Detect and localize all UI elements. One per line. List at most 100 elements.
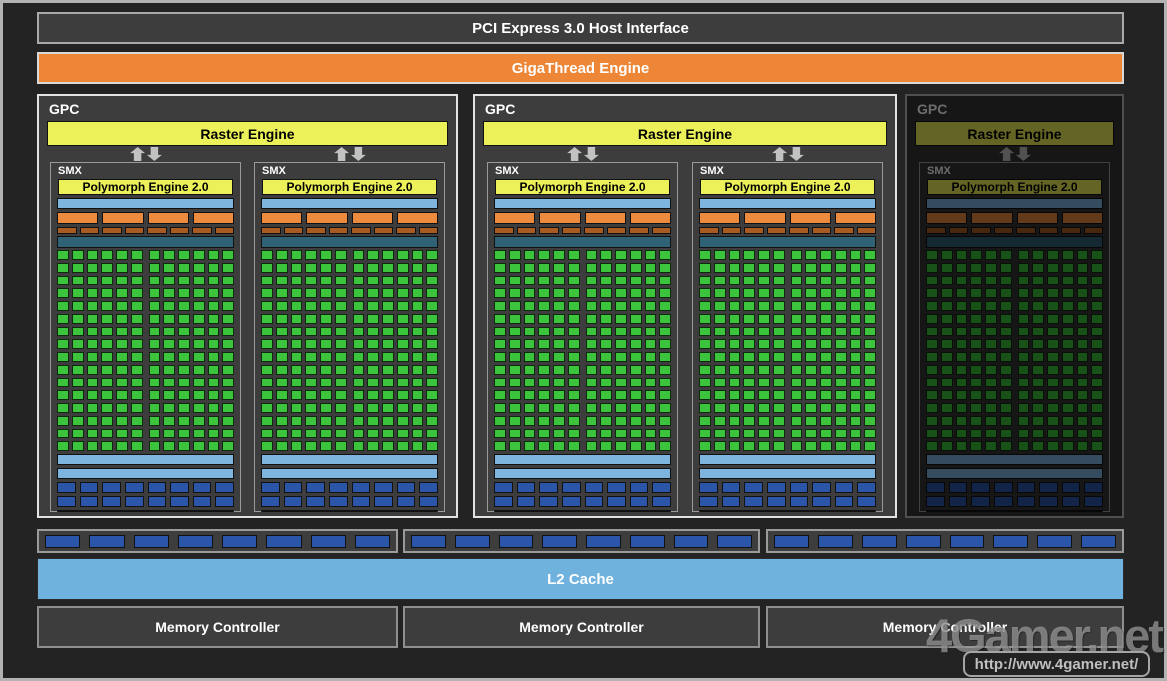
cuda-core: [926, 441, 938, 451]
cuda-core: [805, 377, 817, 388]
cuda-core: [178, 415, 190, 426]
cuda-core: [207, 390, 220, 400]
cuda-core: [728, 339, 741, 349]
cuda-core: [713, 313, 726, 324]
cuda-core: [290, 441, 303, 451]
cuda-core: [192, 262, 205, 273]
gpc-content: GPC Raster Engine SMX Polymorph Engine 2.0 S…: [39, 96, 456, 516]
load-store-segment: [1084, 482, 1103, 493]
cuda-core: [659, 301, 671, 311]
memory-interface-segment: [586, 534, 621, 548]
cuda-core: [178, 250, 190, 260]
cuda-core: [334, 339, 347, 349]
smx-label: SMX: [927, 165, 951, 177]
cuda-core: [849, 250, 862, 260]
cuda-core: [508, 428, 521, 439]
cuda-core: [320, 313, 332, 324]
load-store-segment: [812, 496, 831, 507]
load-store-segment: [926, 496, 945, 507]
cuda-core: [999, 313, 1012, 324]
warp-scheduler-segment: [744, 212, 786, 224]
cuda-core: [261, 415, 273, 426]
cuda-core: [207, 428, 220, 439]
cuda-core: [1061, 275, 1074, 286]
cuda-core: [320, 262, 332, 273]
cuda-core: [148, 390, 161, 400]
cuda-core: [970, 403, 982, 413]
cuda-core: [849, 301, 862, 311]
cuda-core: [411, 390, 424, 400]
cuda-core: [600, 339, 612, 349]
cuda-core: [508, 364, 521, 375]
cuda-core: [1091, 262, 1103, 273]
cuda-core: [538, 339, 550, 349]
cuda-core: [864, 364, 876, 375]
cuda-core: [305, 403, 317, 413]
cuda-core: [955, 288, 968, 298]
cuda-core: [305, 250, 317, 260]
cuda-core: [1091, 364, 1103, 375]
cuda-core: [396, 275, 409, 286]
cuda-core: [222, 313, 234, 324]
dispatch-unit-segment: [539, 227, 559, 234]
cuda-core: [834, 403, 847, 413]
cuda-core: [820, 441, 832, 451]
cuda-core: [305, 364, 317, 375]
cuda-core: [743, 415, 755, 426]
cuda-core: [743, 339, 755, 349]
cuda-core: [494, 364, 506, 375]
gpc-content: GPC Raster Engine SMX Polymorph Engine 2.0: [907, 96, 1122, 516]
cuda-core: [849, 403, 862, 413]
cuda-core: [728, 415, 741, 426]
cuda-core: [207, 326, 220, 337]
cuda-core: [629, 441, 642, 451]
cuda-core: [192, 275, 205, 286]
gigathread-engine-bar: GigaThread Engine: [37, 52, 1124, 84]
cuda-core: [940, 364, 953, 375]
cuda-core: [790, 326, 803, 337]
cuda-core: [382, 326, 394, 337]
cuda-core-grid: [261, 250, 438, 451]
load-store-segment: [494, 482, 513, 493]
smx-label: SMX: [58, 165, 82, 177]
load-store-segment: [1039, 496, 1058, 507]
cuda-core: [1061, 301, 1074, 311]
cuda-core: [320, 377, 332, 388]
cuda-core: [334, 352, 347, 362]
cuda-core: [1047, 326, 1059, 337]
cuda-core: [192, 428, 205, 439]
cuda-core: [940, 415, 953, 426]
cuda-core: [553, 250, 565, 260]
cuda-core: [629, 326, 642, 337]
cuda-core: [57, 352, 69, 362]
cuda-core: [1017, 250, 1030, 260]
cuda-core: [494, 415, 506, 426]
cuda-core: [207, 377, 220, 388]
cuda-core: [290, 301, 303, 311]
cuda-core: [772, 403, 785, 413]
cuda-core: [382, 275, 394, 286]
cuda-core: [163, 339, 175, 349]
cuda-core: [334, 250, 347, 260]
cuda-core: [1017, 313, 1030, 324]
cuda-core: [553, 301, 565, 311]
cuda-core: [567, 415, 580, 426]
cuda-core: [163, 352, 175, 362]
cuda-core: [743, 275, 755, 286]
cuda-core: [101, 415, 113, 426]
cuda-core: [320, 339, 332, 349]
cuda-core: [985, 377, 997, 388]
cuda-core: [396, 262, 409, 273]
cuda-core: [834, 301, 847, 311]
cuda-core: [222, 403, 234, 413]
memory-interface-group: [403, 529, 760, 553]
cuda-core: [222, 390, 234, 400]
load-store-segment: [539, 482, 558, 493]
cuda-core: [644, 441, 657, 451]
cuda-core: [772, 390, 785, 400]
cuda-core: [585, 441, 598, 451]
cuda-core: [382, 288, 394, 298]
cuda-core: [86, 377, 99, 388]
load-store-segment-row: [261, 482, 438, 493]
cuda-core: [411, 403, 424, 413]
